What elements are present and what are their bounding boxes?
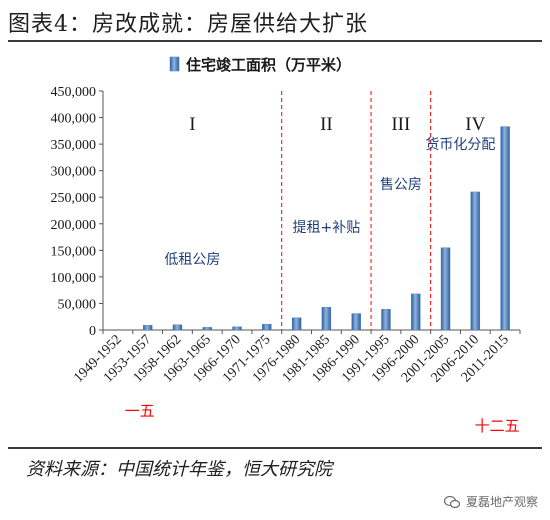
bar bbox=[321, 306, 332, 331]
source-note: 资料来源：中国统计年鉴，恒大研究院 bbox=[26, 459, 332, 480]
y-tick-label: 250,000 bbox=[51, 191, 97, 206]
y-tick-label: 100,000 bbox=[51, 271, 97, 286]
y-tick-label: 450,000 bbox=[51, 85, 97, 100]
bar bbox=[291, 317, 302, 331]
phase-annotation: 低租公房 bbox=[164, 252, 220, 268]
y-tick-label: 50,000 bbox=[58, 297, 97, 312]
bar bbox=[351, 313, 361, 331]
plan-marker: 一五 bbox=[125, 402, 155, 420]
wechat-icon bbox=[443, 495, 460, 508]
phase-annotation: 售公房 bbox=[380, 177, 422, 193]
legend-label: 住宅竣工面积（万平米） bbox=[186, 56, 351, 74]
y-tick-label: 350,000 bbox=[51, 138, 97, 153]
plan-marker: 十二五 bbox=[475, 417, 520, 435]
bar bbox=[500, 126, 510, 331]
y-tick-label: 300,000 bbox=[51, 165, 97, 180]
bar-chart: 住宅竣工面积（万平米） 0 50,000 100,000 150,000 200,000 2… bbox=[51, 56, 521, 435]
bar bbox=[262, 323, 272, 331]
chart-title: 图表4：房改成就：房屋供给大扩张 bbox=[8, 12, 368, 37]
bar bbox=[172, 324, 183, 331]
bar bbox=[232, 326, 242, 331]
phase-annotation: 提租+补贴 bbox=[293, 220, 361, 236]
bar bbox=[411, 293, 421, 331]
phase-label: II bbox=[320, 114, 333, 135]
chart-area: 住宅竣工面积（万平米） 0 50,000 100,000 150,000 200,000 2… bbox=[0, 44, 550, 444]
y-tick-label: 0 bbox=[89, 324, 96, 339]
title-rule bbox=[8, 40, 542, 42]
bar bbox=[381, 309, 391, 331]
footer-rule bbox=[8, 447, 542, 449]
phase-label: III bbox=[391, 114, 410, 135]
phase-label: I bbox=[189, 114, 195, 135]
phase-label: IV bbox=[465, 114, 485, 135]
y-tick-label: 400,000 bbox=[51, 112, 97, 127]
y-tick-label: 200,000 bbox=[51, 218, 97, 233]
watermark-text: 夏磊地产观察 bbox=[465, 495, 538, 509]
bar bbox=[440, 247, 451, 331]
legend-swatch bbox=[169, 56, 180, 72]
bar bbox=[142, 325, 153, 331]
phase-annotation: 货币化分配 bbox=[425, 136, 495, 153]
bar bbox=[202, 327, 212, 331]
y-tick-label: 150,000 bbox=[51, 244, 97, 259]
watermark: 夏磊地产观察 bbox=[443, 493, 538, 510]
bar bbox=[470, 191, 481, 331]
